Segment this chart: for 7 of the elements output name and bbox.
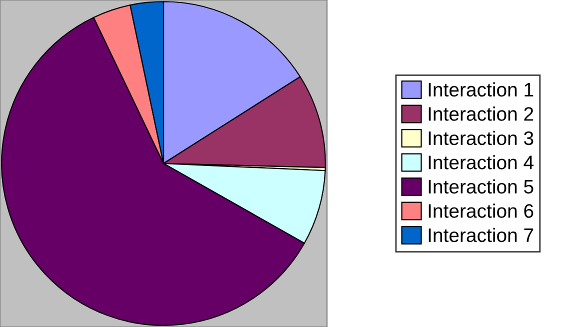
legend-label: Interaction 1 [428, 82, 534, 97]
legend-label: Interaction 7 [428, 228, 534, 242]
legend-label: Interaction 6 [428, 204, 534, 218]
legend-label: Interaction 2 [428, 106, 534, 121]
legend-label: Interaction 5 [428, 179, 534, 194]
legend-label: Interaction 3 [428, 130, 534, 146]
legend-label: Interaction 4 [428, 155, 534, 170]
